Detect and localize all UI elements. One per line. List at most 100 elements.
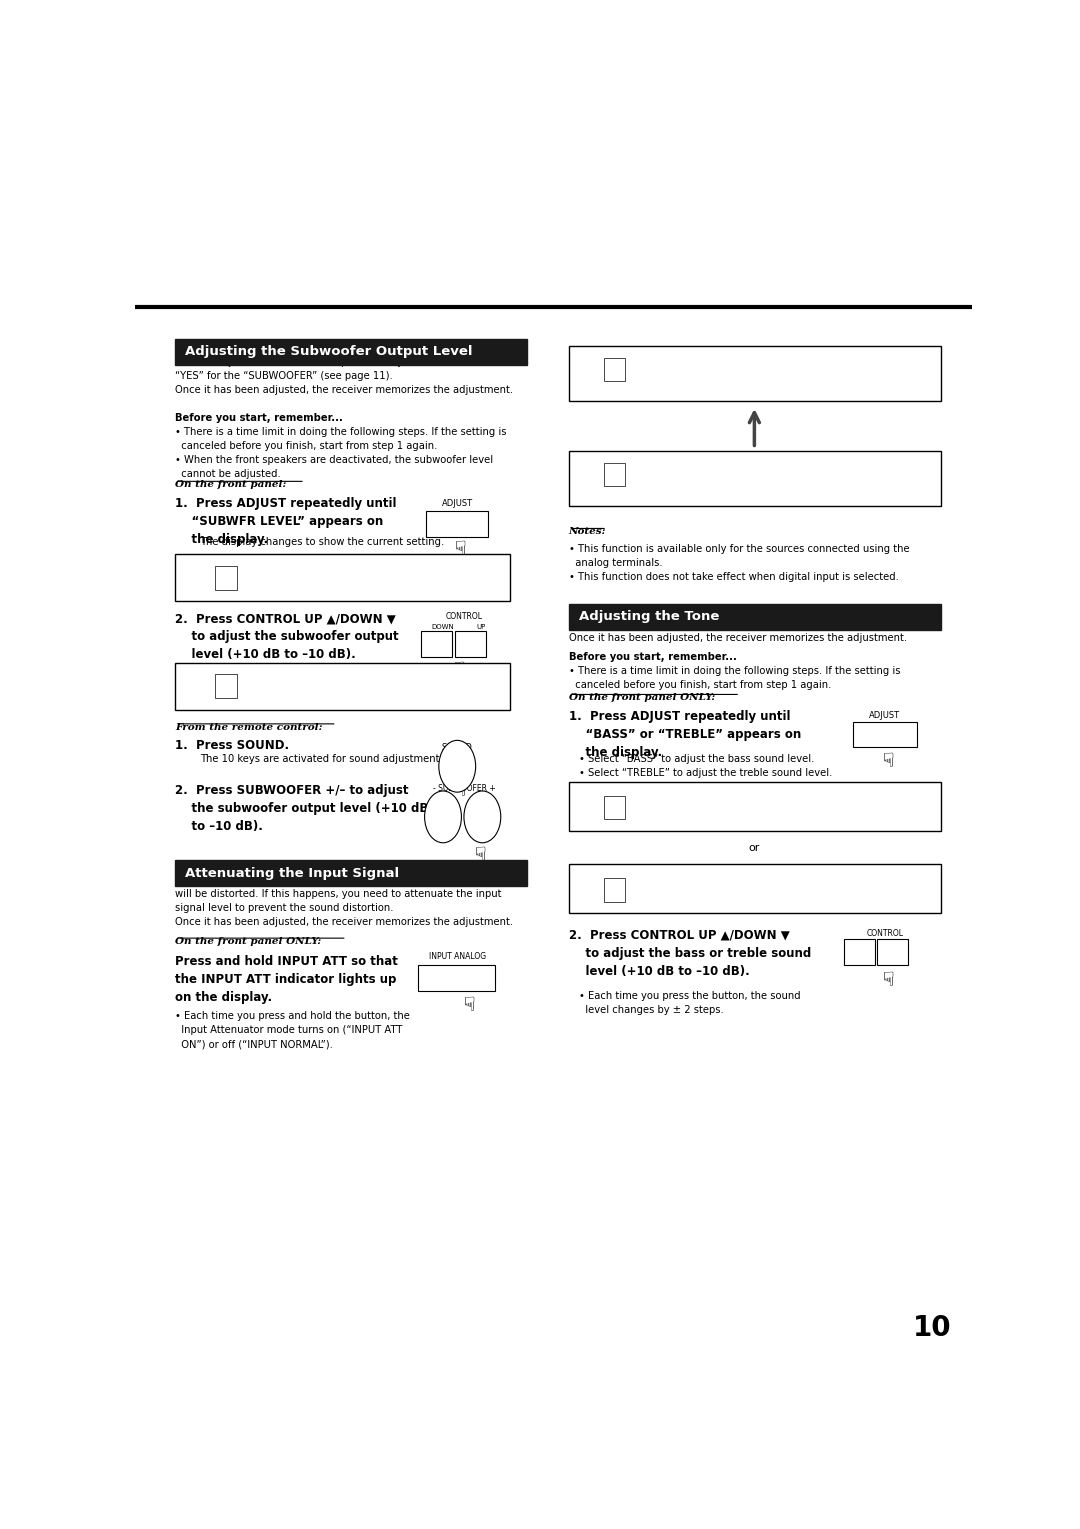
FancyBboxPatch shape [175, 662, 510, 709]
FancyBboxPatch shape [568, 864, 941, 913]
Text: When the input level of the playing source is too high, the sounds
will be disto: When the input level of the playing sour… [175, 875, 513, 927]
Text: From the remote control:: From the remote control: [175, 723, 323, 732]
Text: ANALOG: ANALOG [576, 873, 598, 878]
FancyBboxPatch shape [175, 861, 527, 887]
FancyBboxPatch shape [568, 781, 941, 832]
Text: Adjusting the Tone: Adjusting the Tone [579, 610, 719, 624]
Text: ☞: ☞ [876, 751, 894, 769]
Text: ANALOG: ANALOG [576, 790, 598, 795]
FancyBboxPatch shape [843, 939, 875, 965]
Text: - SUBWOOFER +: - SUBWOOFER + [433, 784, 496, 794]
Text: Before you start, remember...: Before you start, remember... [568, 651, 737, 662]
Text: L  R: L R [615, 887, 624, 893]
Text: L  R: L R [615, 804, 624, 810]
Text: ▲: ▲ [889, 948, 897, 959]
Text: ADJUST: ADJUST [442, 498, 473, 508]
Text: INPUT  NORMAL: INPUT NORMAL [648, 472, 801, 491]
FancyBboxPatch shape [421, 631, 453, 657]
FancyBboxPatch shape [215, 674, 238, 697]
Text: ☞: ☞ [876, 969, 894, 988]
FancyBboxPatch shape [604, 462, 625, 486]
Text: 1.  Press SOUND.: 1. Press SOUND. [175, 739, 289, 752]
Text: Press and hold INPUT ATT so that
the INPUT ATT indicator lights up
on the displa: Press and hold INPUT ATT so that the INP… [175, 954, 399, 1003]
Text: ANALOG: ANALOG [572, 353, 596, 358]
Text: INPUT ATT: INPUT ATT [434, 972, 473, 982]
Text: INPUT  ATT  ON: INPUT ATT ON [652, 367, 816, 385]
FancyBboxPatch shape [568, 604, 941, 630]
Text: ☞: ☞ [448, 540, 467, 557]
Text: • There is a time limit in doing the following steps. If the setting is
  cancel: • There is a time limit in doing the fol… [568, 667, 900, 690]
FancyBboxPatch shape [877, 939, 908, 965]
Text: ☞: ☞ [456, 995, 475, 1012]
Text: On the front panel:: On the front panel: [175, 480, 286, 489]
Text: SOUND: SOUND [442, 743, 473, 752]
Text: INPUT ATT: INPUT ATT [828, 353, 861, 358]
Text: CONTROL: CONTROL [866, 928, 904, 937]
Circle shape [464, 790, 501, 842]
Text: On the front panel ONLY:: On the front panel ONLY: [175, 937, 322, 946]
Text: 1.  Press ADJUST repeatedly until
    “BASS” or “TREBLE” appears on
    the disp: 1. Press ADJUST repeatedly until “BASS” … [568, 709, 800, 758]
Text: L  R: L R [226, 575, 235, 581]
Text: • Select “BASS” to adjust the bass sound level.
• Select “TREBLE” to adjust the : • Select “BASS” to adjust the bass sound… [579, 754, 832, 778]
FancyBboxPatch shape [604, 795, 625, 820]
FancyBboxPatch shape [568, 451, 941, 506]
Circle shape [438, 740, 475, 792]
Text: • Each time you press and hold the button, the
  Input Attenuator mode turns on : • Each time you press and hold the butto… [175, 1011, 410, 1049]
FancyBboxPatch shape [175, 339, 527, 365]
Text: L  R: L R [226, 683, 235, 688]
Text: • This function is available only for the sources connected using the
  analog t: • This function is available only for th… [568, 544, 909, 581]
Circle shape [424, 790, 461, 842]
Text: TREBLE: TREBLE [677, 878, 778, 905]
FancyBboxPatch shape [853, 722, 917, 748]
Text: L  R: L R [615, 367, 624, 372]
Text: On the front panel ONLY:: On the front panel ONLY: [568, 693, 715, 702]
Text: Adjusting the Subwoofer Output Level: Adjusting the Subwoofer Output Level [186, 346, 473, 358]
Text: SUBWFR  LEVEL: SUBWFR LEVEL [264, 572, 404, 589]
Text: INPUT ANALOG: INPUT ANALOG [429, 953, 486, 962]
Text: 2.  Press CONTROL UP ▲/DOWN ▼
    to adjust the subwoofer output
    level (+10 : 2. Press CONTROL UP ▲/DOWN ▼ to adjust t… [175, 612, 399, 661]
Text: UP: UP [476, 624, 485, 630]
Text: 1.  Press ADJUST repeatedly until
    “SUBWFR LEVEL” appears on
    the display.: 1. Press ADJUST repeatedly until “SUBWFR… [175, 497, 396, 546]
FancyBboxPatch shape [175, 555, 510, 601]
Text: L  R: L R [615, 472, 624, 477]
Text: DOWN: DOWN [852, 940, 876, 946]
Text: ANALOG: ANALOG [181, 566, 205, 570]
Text: You can adjust the subwoofer output level if you have selected
“YES” for the “SU: You can adjust the subwoofer output leve… [175, 356, 513, 394]
Text: UP: UP [897, 940, 907, 946]
Text: 10: 10 [913, 1313, 951, 1342]
Text: DOWN: DOWN [432, 624, 455, 630]
Text: The display changes to show the current setting.: The display changes to show the current … [200, 537, 445, 547]
Text: • Each time you press the button, the sound
  level changes by ± 2 steps.: • Each time you press the button, the so… [579, 991, 800, 1015]
Text: 3: 3 [478, 809, 486, 823]
Text: SWFR: SWFR [226, 586, 239, 590]
Text: ☞: ☞ [446, 661, 465, 677]
Text: 2: 2 [440, 809, 447, 823]
Text: • There is a time limit in doing the following steps. If the setting is
  cancel: • There is a time limit in doing the fol… [175, 427, 507, 479]
Text: ☞: ☞ [448, 780, 467, 798]
Text: Attenuating the Input Signal: Attenuating the Input Signal [186, 867, 400, 879]
Text: 2.  Press SUBWOOFER +/– to adjust
    the subwoofer output level (+10 dB
    to : 2. Press SUBWOOFER +/– to adjust the sub… [175, 784, 429, 833]
Text: ▼: ▼ [433, 638, 442, 648]
Text: Notes:: Notes: [568, 528, 606, 537]
FancyBboxPatch shape [427, 511, 488, 537]
Text: ANALOG: ANALOG [572, 457, 596, 463]
FancyBboxPatch shape [455, 631, 486, 657]
Text: SWFR: SWFR [226, 694, 239, 697]
Text: BASS: BASS [715, 795, 782, 823]
Text: ▲: ▲ [465, 638, 474, 648]
FancyBboxPatch shape [568, 346, 941, 401]
Text: You can adjust the bass and treble sounds as you like.
Once it has been adjusted: You can adjust the bass and treble sound… [568, 619, 907, 644]
Text: ☞: ☞ [467, 846, 486, 862]
Text: ANALOG: ANALOG [181, 674, 205, 679]
FancyBboxPatch shape [604, 358, 625, 381]
Text: Before you start, remember...: Before you start, remember... [175, 413, 343, 424]
Text: ▼: ▼ [855, 948, 864, 959]
FancyBboxPatch shape [215, 566, 238, 590]
Text: 2.  Press CONTROL UP ▲/DOWN ▼
    to adjust the bass or treble sound
    level (: 2. Press CONTROL UP ▲/DOWN ▼ to adjust t… [568, 928, 811, 977]
Text: or: or [748, 842, 760, 853]
FancyBboxPatch shape [604, 878, 625, 902]
Text: ADJUST: ADJUST [869, 711, 901, 720]
Text: SUBWFR        0: SUBWFR 0 [264, 679, 427, 697]
FancyBboxPatch shape [418, 965, 495, 991]
Text: CONTROL: CONTROL [445, 612, 483, 621]
